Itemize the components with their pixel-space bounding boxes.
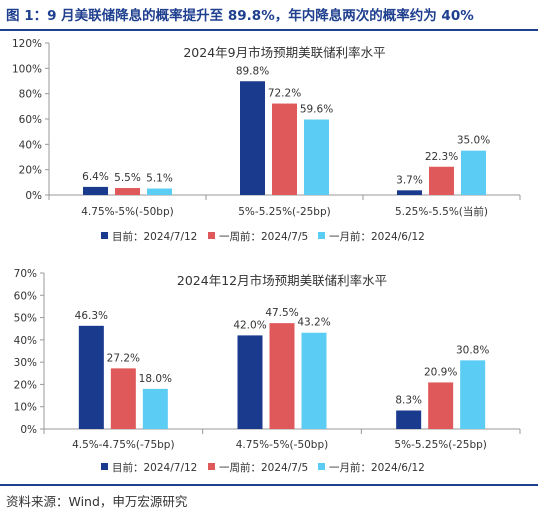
y-tick-label: 40% [19, 139, 42, 151]
chart-title: 2024年12月市场预期美联储利率水平 [177, 273, 387, 288]
data-label: 35.0% [457, 135, 490, 147]
y-tick-label: 80% [19, 89, 42, 101]
data-label: 18.0% [139, 373, 172, 385]
y-tick-label: 60% [14, 290, 37, 302]
y-tick-label: 0% [20, 424, 37, 436]
figure-title: 图 1：9 月美联储降息的概率提升至 89.8%，年内降息两次的概率约为 40% [6, 8, 474, 24]
bar-current [78, 325, 104, 429]
source-rule [0, 484, 538, 486]
bar-current [397, 190, 422, 195]
bar-one-month [461, 150, 486, 195]
y-tick-label: 100% [12, 63, 42, 75]
legend-label: 目前：2024/7/12 [112, 461, 197, 474]
legend-swatch [318, 232, 325, 239]
bar-one-week [115, 188, 140, 195]
data-label: 59.6% [300, 104, 333, 116]
bar-one-month [301, 332, 327, 429]
bar-current [240, 81, 265, 195]
bar-one-week [272, 103, 297, 195]
chart-december: 0% 10% 20% 30% 40% 50% 60% 70% 2024年12月市场预期美联储利率… [14, 268, 521, 474]
bar-one-week [429, 166, 454, 195]
y-tick-label: 0% [25, 190, 42, 202]
bar-one-month [304, 119, 329, 195]
legend-swatch [101, 463, 108, 470]
legend-label: 一月前：2024/6/12 [329, 230, 425, 243]
legend-swatch [208, 463, 215, 470]
x-category-label: 5.25%-5.5%(当前) [395, 205, 488, 218]
x-category-label: 5%-5.25%(-25bp) [394, 439, 486, 451]
legend-label: 一月前：2024/6/12 [329, 461, 425, 474]
legend-swatch [101, 232, 108, 239]
data-label: 46.3% [75, 310, 108, 322]
x-category-label: 4.75%-5%(-50bp) [236, 439, 328, 451]
y-tick-label: 40% [14, 335, 37, 347]
y-tick-label: 20% [14, 379, 37, 391]
bar-one-week [269, 323, 295, 429]
data-label: 5.1% [146, 173, 173, 185]
y-tick-label: 20% [19, 165, 42, 177]
y-tick-label: 50% [14, 313, 37, 325]
x-category-label: 4.5%-4.75%(-75bp) [72, 439, 175, 451]
data-label: 30.8% [456, 344, 489, 356]
data-label: 47.5% [265, 307, 298, 319]
bar-one-week [428, 382, 454, 429]
data-label: 42.0% [233, 319, 266, 331]
y-tick-label: 60% [19, 114, 42, 126]
bar-current [396, 410, 422, 429]
legend-label: 一周前：2024/7/5 [219, 230, 308, 243]
bar-one-week [110, 368, 136, 429]
data-label: 43.2% [297, 317, 330, 329]
bar-current [237, 335, 263, 429]
x-category-label: 4.75%-5%(-50bp) [81, 206, 173, 218]
data-label: 20.9% [424, 366, 457, 378]
legend-swatch [318, 463, 325, 470]
y-tick-label: 30% [14, 357, 37, 369]
legend-swatch [208, 232, 215, 239]
source-note: 资料来源：Wind，申万宏源研究 [6, 494, 188, 509]
data-label: 8.3% [395, 395, 422, 407]
y-tick-label: 10% [14, 402, 37, 414]
y-tick-label: 70% [14, 268, 37, 280]
chart-september: 0% 20% 40% 60% 80% 100% 120% 2024年9月市场预期美联储利率水平… [12, 38, 521, 243]
chart-title: 2024年9月市场预期美联储利率水平 [183, 45, 385, 60]
data-label: 89.8% [236, 65, 269, 77]
data-label: 27.2% [107, 352, 140, 364]
title-rule [0, 29, 538, 31]
legend-label: 目前：2024/7/12 [112, 230, 197, 243]
bar-one-month [142, 388, 168, 429]
data-label: 22.3% [425, 151, 458, 163]
data-label: 6.4% [82, 171, 109, 183]
y-tick-label: 120% [12, 38, 42, 50]
bar-current [83, 186, 108, 195]
data-label: 5.5% [114, 172, 141, 184]
bar-one-month [460, 360, 486, 429]
data-label: 72.2% [268, 88, 301, 100]
data-label: 3.7% [396, 174, 423, 186]
legend-label: 一周前：2024/7/5 [219, 461, 308, 474]
bar-one-month [147, 188, 172, 195]
x-category-label: 5%-5.25%(-25bp) [238, 206, 330, 218]
